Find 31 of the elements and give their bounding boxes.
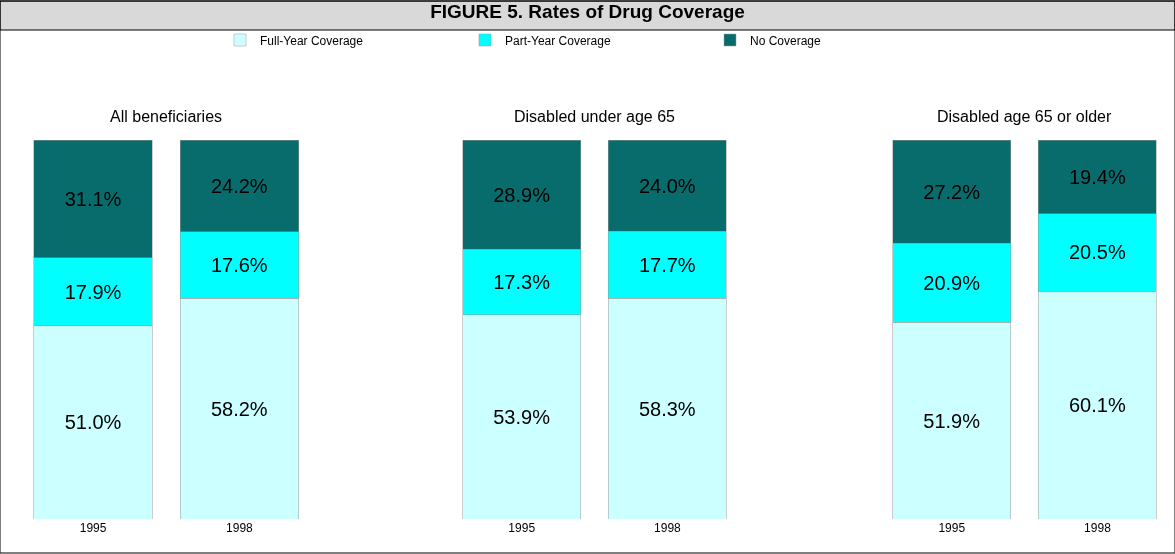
chart-title: All beneficiaries	[110, 108, 223, 125]
x-tick-label: 1995	[79, 521, 107, 535]
legend-label: Part-Year Coverage	[505, 33, 611, 48]
chart-title: Disabled age 65 or older	[937, 108, 1113, 125]
text: FIGURE 5. Rates of Drug Coverage	[430, 1, 745, 23]
data-label: 27.2%	[923, 180, 981, 203]
x-tick-label: 1998	[1084, 521, 1112, 535]
legend-label: No Coverage	[750, 33, 822, 48]
data-label: 20.9%	[923, 271, 981, 294]
x-tick-label: 1995	[938, 521, 966, 535]
data-label: 17.6%	[210, 254, 268, 277]
x-tick-label: 1998	[226, 521, 254, 535]
data-label: 24.2%	[210, 174, 268, 197]
data-label: 60.1%	[1068, 394, 1126, 417]
data-label: 53.9%	[493, 405, 551, 428]
data-label: 20.5%	[1068, 241, 1126, 264]
chart-title: Disabled under age 65	[514, 108, 676, 125]
x-tick-label: 1998	[654, 521, 682, 535]
data-label: 17.7%	[638, 253, 696, 276]
legend-label: Full-Year Coverage	[260, 33, 364, 48]
data-label: 17.3%	[493, 271, 551, 294]
data-label: 51.0%	[64, 411, 122, 434]
data-label: 58.3%	[638, 397, 696, 420]
x-tick-label: 1995	[508, 521, 536, 535]
data-label: 58.2%	[210, 397, 268, 420]
data-label: 31.1%	[64, 187, 122, 210]
data-label: 51.9%	[923, 409, 981, 432]
data-label: 17.9%	[64, 280, 122, 303]
data-label: 28.9%	[493, 183, 551, 206]
data-label: 24.0%	[638, 174, 696, 197]
data-label: 19.4%	[1068, 165, 1126, 188]
